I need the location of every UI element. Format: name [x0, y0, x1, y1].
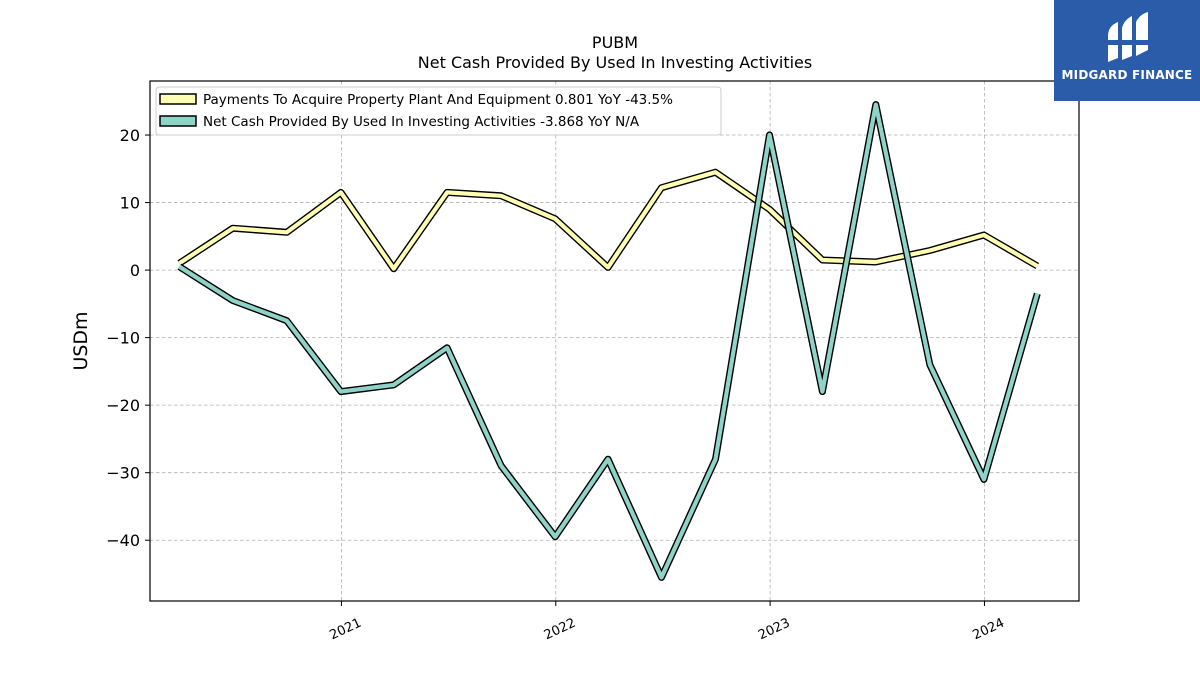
grid — [150, 81, 1079, 601]
series-line-outline — [177, 101, 1041, 581]
chart-subtitle: Net Cash Provided By Used In Investing A… — [418, 53, 812, 72]
legend-label-investing: Net Cash Provided By Used In Investing A… — [203, 114, 640, 130]
y-tick-label: 20 — [120, 126, 140, 145]
axis-ticks: 20 10 0 −10 −20 −30 −40 2021 2022 2023 2024 — [106, 126, 1007, 643]
chart-title: PUBM — [592, 33, 638, 52]
series-line — [178, 102, 1040, 580]
plot-frame — [149, 80, 1080, 602]
series-line — [178, 170, 1039, 271]
y-tick-label: 0 — [130, 261, 140, 280]
y-tick-label: −30 — [106, 464, 140, 483]
series-layer — [177, 101, 1041, 581]
series-0 — [177, 168, 1040, 273]
legend-swatch-capex — [159, 93, 197, 105]
legend-swatch-investing — [159, 115, 197, 127]
legend-label-capex: Payments To Acquire Property Plant And E… — [203, 92, 673, 108]
brand-name: MIDGARD FINANCE — [1061, 68, 1193, 82]
x-tick-label: 2022 — [542, 616, 578, 644]
legend-frame — [155, 86, 722, 136]
logo-mark-icon — [1106, 12, 1150, 62]
x-tick-label: 2021 — [327, 616, 363, 644]
legend: Payments To Acquire Property Plant And E… — [155, 86, 722, 136]
y-tick-label: −40 — [106, 531, 140, 550]
y-tick-label: 10 — [120, 194, 140, 213]
y-tick-label: −10 — [106, 329, 140, 348]
x-tick-label: 2024 — [971, 616, 1007, 644]
y-tick-label: −20 — [106, 396, 140, 415]
brand-logo: MIDGARD FINANCE — [1054, 0, 1200, 101]
x-tick-label: 2023 — [756, 616, 792, 644]
series-1 — [177, 101, 1041, 581]
y-axis-label: USDm — [70, 311, 92, 370]
